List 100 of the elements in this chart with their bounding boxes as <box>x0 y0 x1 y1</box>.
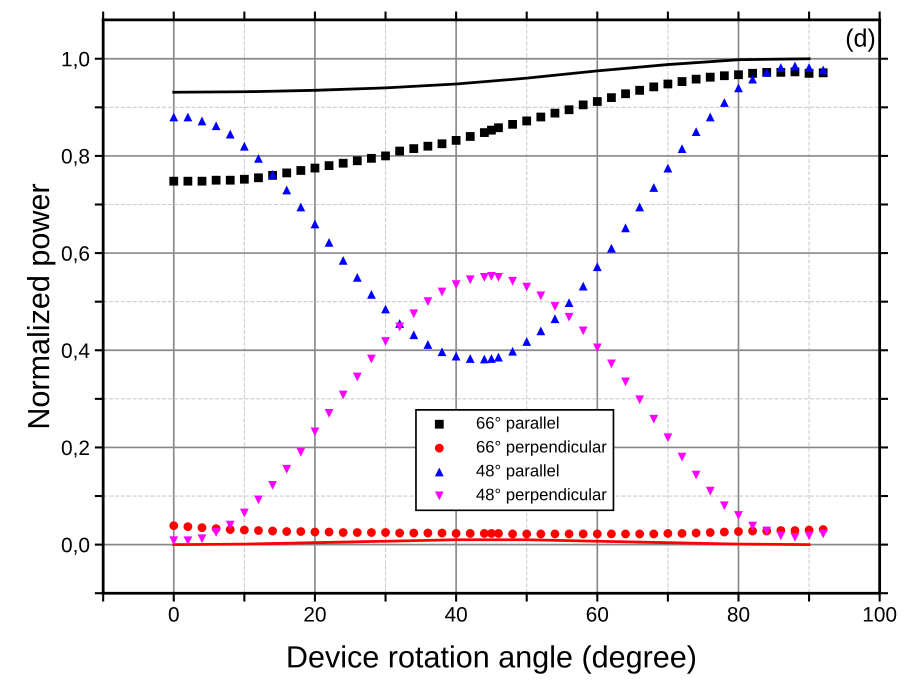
point <box>310 220 320 228</box>
x-tick-label: 20 <box>304 606 326 622</box>
point <box>367 154 376 163</box>
point <box>578 530 588 538</box>
point <box>226 130 235 138</box>
point <box>649 414 658 424</box>
point <box>452 529 461 538</box>
point <box>183 536 192 546</box>
point <box>734 511 743 520</box>
point <box>621 223 630 232</box>
point <box>494 272 503 282</box>
point <box>352 156 362 166</box>
point <box>818 530 828 538</box>
point <box>240 508 249 518</box>
y-tick-label: 0,2 <box>62 440 89 458</box>
point <box>592 530 602 538</box>
point <box>720 528 729 536</box>
point <box>338 390 348 400</box>
point <box>367 528 376 537</box>
point <box>169 112 178 122</box>
point <box>324 528 334 536</box>
point <box>536 530 546 538</box>
point <box>664 433 672 442</box>
point <box>296 448 306 457</box>
point <box>578 100 588 110</box>
point <box>438 347 446 356</box>
point <box>466 275 475 284</box>
point <box>564 298 574 308</box>
point <box>296 527 306 536</box>
point <box>226 520 235 530</box>
point <box>678 529 686 538</box>
point <box>550 302 560 311</box>
y-tick-label: 0,4 <box>62 343 90 360</box>
point <box>804 63 814 72</box>
point <box>734 527 743 536</box>
point <box>487 354 496 363</box>
point <box>381 304 390 314</box>
point <box>254 154 263 163</box>
point <box>692 127 701 136</box>
point <box>720 501 729 510</box>
point <box>748 74 757 84</box>
point <box>212 176 221 185</box>
point <box>635 530 644 538</box>
point <box>198 523 206 532</box>
point <box>423 297 432 306</box>
point <box>183 522 192 532</box>
line-series <box>172 57 810 94</box>
point <box>480 272 489 282</box>
point <box>522 337 532 346</box>
point <box>296 202 306 212</box>
point <box>664 164 672 172</box>
point <box>706 486 715 496</box>
point <box>240 526 249 534</box>
point <box>678 144 686 154</box>
y-tick-label: 0,0 <box>62 538 90 555</box>
point <box>607 244 616 253</box>
point <box>578 326 588 336</box>
point <box>310 164 320 172</box>
point <box>324 161 334 170</box>
point <box>212 121 221 130</box>
point <box>692 470 701 480</box>
point <box>734 83 743 92</box>
legend-label: 66° perpendicular <box>476 440 607 456</box>
point <box>226 176 235 185</box>
point <box>706 112 715 122</box>
point <box>720 71 729 80</box>
x-axis-title: Device rotation angle (degree) <box>288 645 696 674</box>
point <box>692 528 701 538</box>
point <box>621 377 630 386</box>
x-tick-label: 60 <box>586 606 608 622</box>
y-tick-label: 1,0 <box>62 52 90 69</box>
point <box>183 112 192 122</box>
y-tick-label: 0,6 <box>62 246 90 264</box>
legend-label: 48° parallel <box>476 464 558 480</box>
point <box>254 173 263 182</box>
point <box>310 428 320 436</box>
point <box>438 528 446 538</box>
point <box>282 464 292 474</box>
point <box>198 534 206 544</box>
point <box>338 528 348 537</box>
point <box>395 322 404 332</box>
point <box>607 530 616 538</box>
point <box>324 409 334 418</box>
point <box>409 528 418 538</box>
point <box>664 80 672 88</box>
point <box>438 139 446 148</box>
point <box>804 531 814 540</box>
point <box>776 531 786 540</box>
point <box>381 152 390 160</box>
point <box>494 123 503 132</box>
point <box>268 480 277 490</box>
point <box>664 529 672 538</box>
point <box>734 70 743 80</box>
point <box>494 529 503 538</box>
point <box>310 528 320 536</box>
point <box>678 452 686 462</box>
point <box>522 116 532 126</box>
point <box>508 530 517 538</box>
point <box>564 530 574 538</box>
point <box>621 530 630 538</box>
